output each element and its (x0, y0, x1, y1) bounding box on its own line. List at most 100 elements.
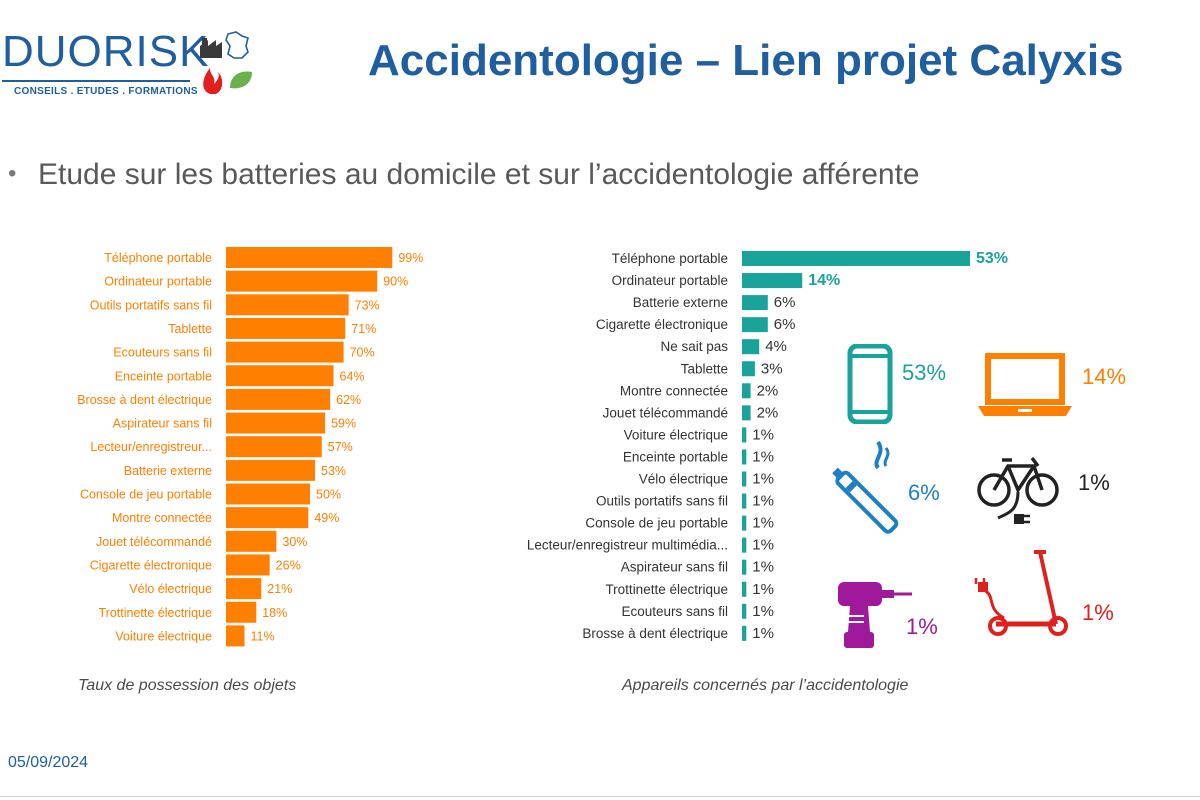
bullet-point: • Etude sur les batteries au domicile et … (8, 158, 920, 192)
possession-category-label: Batterie externe (124, 464, 212, 478)
logo-underline (2, 80, 190, 82)
accident-value-label: 14% (808, 272, 840, 289)
accident-value-label: 1% (752, 581, 774, 598)
possession-value-label: 59% (331, 417, 356, 431)
possession-bar (226, 341, 344, 363)
possession-category-label: Brosse à dent électrique (77, 393, 212, 407)
possession-bar (226, 507, 309, 529)
accident-value-label: 6% (774, 294, 796, 311)
possession-value-label: 53% (321, 464, 346, 478)
accident-bar (742, 603, 747, 619)
possession-value-label: 64% (340, 369, 365, 383)
accident-value-label: 53% (976, 250, 1008, 267)
possession-bar (226, 317, 346, 339)
accident-category-label: Trottinette électrique (605, 582, 728, 597)
possession-bar (226, 436, 322, 458)
accident-value-label: 1% (752, 471, 774, 488)
footer-divider (0, 796, 1200, 797)
e-cigarette-share: 6% (908, 480, 940, 505)
logo-duo: DUO (2, 27, 103, 76)
accident-category-label: Téléphone portable (612, 251, 728, 266)
accident-category-label: Montre connectée (620, 383, 728, 398)
accident-value-label: 1% (752, 515, 774, 532)
accident-category-label: Ecouteurs sans fil (621, 604, 728, 619)
accident-category-label: Aspirateur sans fil (621, 560, 728, 575)
possession-category-label: Ecouteurs sans fil (113, 346, 212, 360)
left-chart-caption: Taux de possession des objets (78, 677, 297, 694)
accident-category-label: Voiture électrique (624, 427, 728, 442)
possession-bar (226, 365, 334, 387)
page-title: Accidentologie – Lien projet Calyxis (368, 36, 1124, 85)
possession-category-label: Outils portatifs sans fil (90, 298, 212, 312)
possession-value-label: 71% (351, 322, 376, 336)
bullet-dot: • (8, 160, 17, 187)
e-bike-icon (977, 456, 1059, 524)
accident-value-label: 2% (757, 404, 779, 421)
possession-category-label: Trottinette électrique (99, 606, 213, 620)
possession-bar (226, 625, 245, 647)
accident-category-label: Ordinateur portable (612, 273, 728, 288)
possession-value-label: 50% (316, 488, 341, 502)
accident-category-label: Tablette (681, 361, 728, 376)
accident-value-label: 1% (752, 493, 774, 510)
accident-bar (742, 493, 747, 509)
accident-value-label: 1% (752, 625, 774, 642)
leaf-icon (230, 71, 252, 89)
footer-date: 05/09/2024 (8, 754, 89, 771)
right-chart-caption: Appareils concernés par l’accidentologie (622, 677, 909, 694)
possession-category-label: Téléphone portable (104, 251, 212, 265)
possession-bar (226, 459, 316, 481)
accident-bar (742, 537, 747, 553)
accident-value-label: 4% (765, 338, 787, 355)
possession-bar (226, 578, 262, 600)
e-cigarette-icon (832, 440, 899, 534)
possession-bar (226, 294, 349, 316)
possession-value-label: 99% (398, 251, 423, 265)
accident-bar (742, 383, 751, 399)
accident-bar (742, 273, 803, 289)
possession-category-label: Vélo électrique (129, 582, 212, 596)
cordless-drill-icon (838, 582, 912, 648)
possession-bar (226, 554, 270, 576)
accident-bar (742, 559, 747, 575)
france-map-icon (225, 31, 249, 59)
possession-category-label: Tablette (168, 322, 212, 336)
possession-bar (226, 247, 393, 268)
logo-risk: RISK (102, 27, 210, 76)
possession-category-label: Lecteur/enregistreur... (90, 440, 212, 454)
accident-value-label: 1% (752, 426, 774, 443)
accident-bar (742, 405, 751, 421)
accident-category-label: Jouet télécommandé (603, 405, 728, 420)
possession-value-label: 90% (383, 275, 408, 289)
possession-value-label: 62% (336, 393, 361, 407)
accident-bar (742, 427, 747, 443)
accident-bar (742, 251, 970, 266)
possession-value-label: 11% (250, 629, 274, 643)
possession-category-label: Cigarette électronique (90, 558, 212, 572)
possession-category-label: Enceinte portable (115, 369, 212, 383)
smartphone-icon (847, 344, 893, 424)
accident-category-label: Outils portatifs sans fil (596, 494, 728, 509)
possession-value-label: 73% (355, 298, 380, 312)
e-bike-share: 1% (1078, 470, 1110, 495)
accident-bar (742, 361, 755, 377)
possession-value-label: 21% (267, 582, 292, 596)
possession-bar (226, 388, 331, 410)
accident-value-label: 3% (761, 360, 783, 377)
accident-category-label: Enceinte portable (623, 449, 728, 464)
possession-bar (226, 483, 310, 505)
laptop-share: 14% (1082, 364, 1127, 389)
accident-bar (742, 581, 747, 597)
possession-value-label: 57% (328, 440, 353, 454)
accident-bar (742, 339, 760, 355)
smartphone-share: 53% (902, 360, 947, 385)
accident-bar (742, 625, 747, 641)
flame-icon (203, 68, 223, 94)
accident-bar (742, 449, 747, 465)
duorisk-logo: DUORISK CONSEILS . ETUDES . FORMATIONS (0, 28, 262, 98)
factory-icon (200, 38, 222, 58)
possession-category-label: Montre connectée (112, 511, 212, 525)
laptop-icon (978, 353, 1072, 416)
logo-icons (200, 31, 252, 94)
